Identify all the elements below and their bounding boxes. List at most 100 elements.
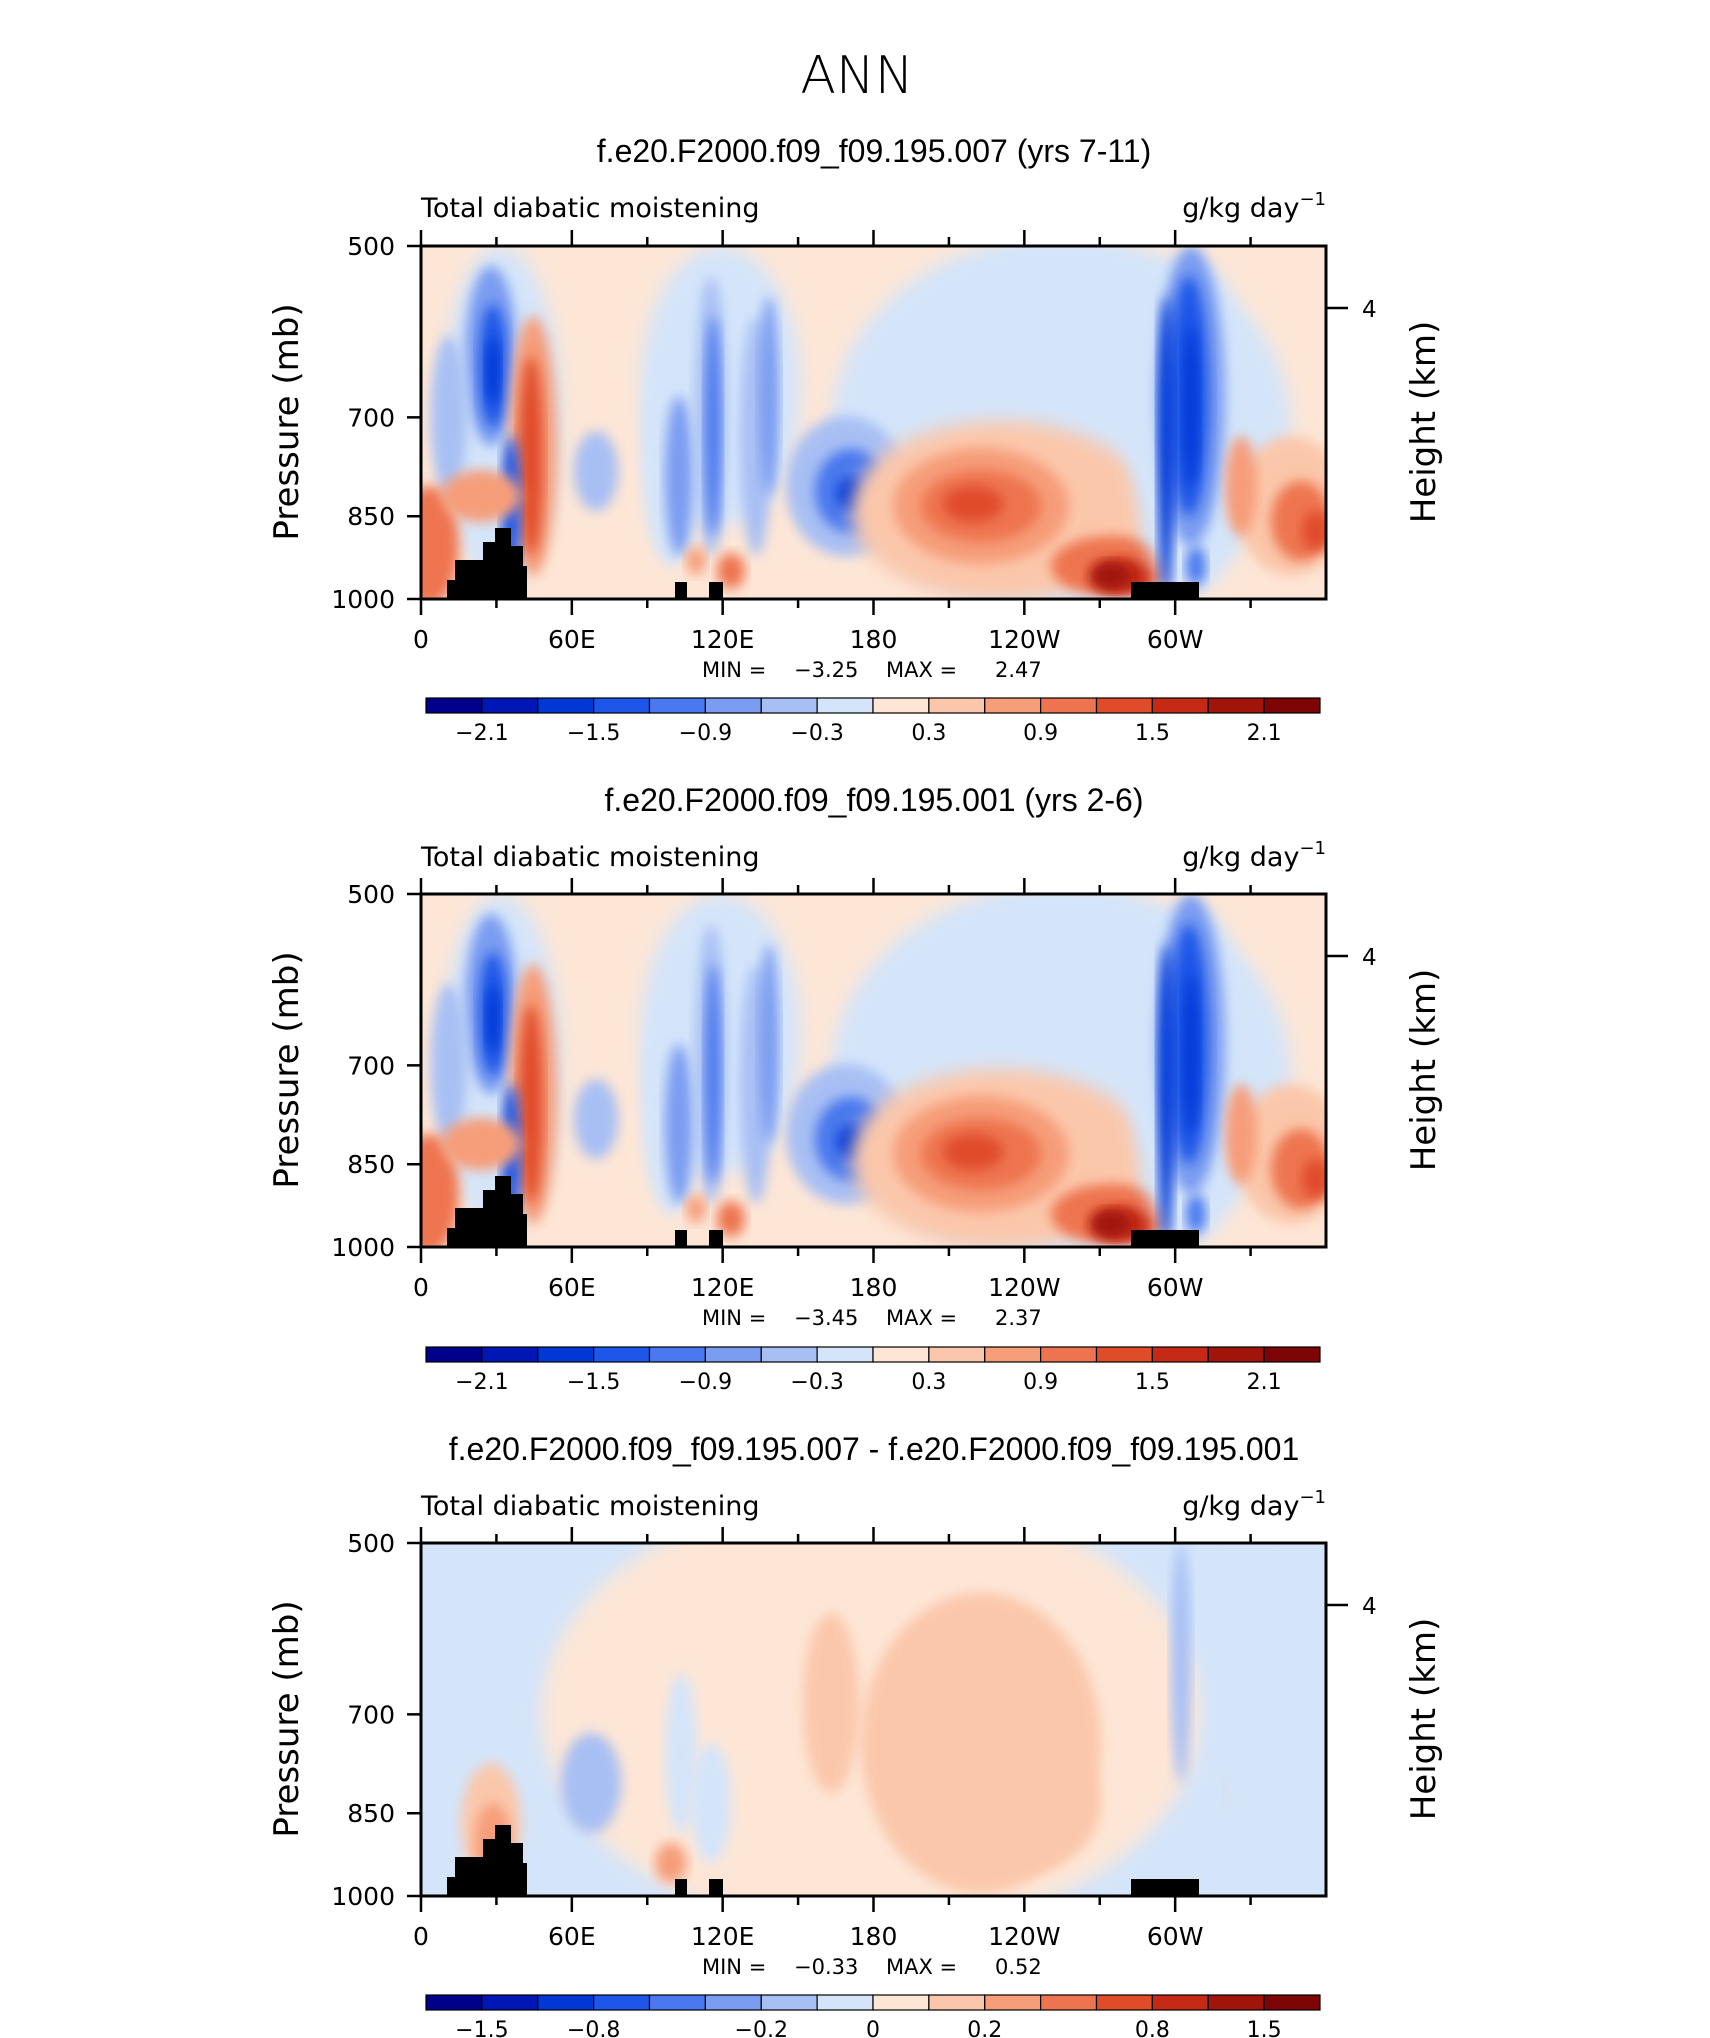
colorbar-box <box>704 697 762 714</box>
field-contour-patch <box>1091 562 1131 590</box>
field-contour-patch <box>519 1004 543 1204</box>
colorbar-label: 2.1 <box>1247 721 1282 746</box>
colorbar-box <box>872 697 930 714</box>
colorbar-label: −0.9 <box>679 1370 732 1395</box>
field-contour-patch <box>943 486 1003 522</box>
y-tick-label: 850 <box>347 502 395 531</box>
max-label: MAX = <box>886 1306 957 1330</box>
colorbar-box <box>648 1994 706 2011</box>
colorbar-box <box>760 1346 818 1363</box>
colorbar-box <box>648 697 706 714</box>
colorbar-box <box>984 1346 1042 1363</box>
x-tick-label: 60E <box>548 1922 596 1951</box>
colorbar-label: −2.1 <box>455 1370 508 1395</box>
colorbar-box <box>816 697 874 714</box>
colorbar-label: 0 <box>866 2018 880 2038</box>
colorbar-box <box>872 1346 930 1363</box>
field-contour-patch <box>431 984 467 1144</box>
right-string: g/kg day−1 <box>1182 1487 1326 1522</box>
colorbar-box <box>425 1346 483 1363</box>
left-string: Total diabatic moistening <box>420 1491 759 1522</box>
colorbar-label: 1.5 <box>1247 2018 1282 2038</box>
axes: 500 700 850 1000 4 0 60E 120E 180 120W 60W <box>331 230 1377 654</box>
colorbar-label: −0.2 <box>735 2018 788 2038</box>
min-value: −3.25 <box>794 658 858 682</box>
colorbar-box <box>1095 697 1153 714</box>
field-contour-patch <box>759 944 779 1144</box>
colorbar: −2.1 −1.5 −0.9 −0.3 0.3 0.9 1.5 2.1 <box>425 1346 1321 1395</box>
colorbar-label: 0.9 <box>1023 1370 1058 1395</box>
x-tick-label: 180 <box>850 625 898 654</box>
land-block <box>675 1879 687 1896</box>
land-block <box>495 528 511 599</box>
land-block <box>517 1214 527 1247</box>
left-string: Total diabatic moistening <box>420 193 759 224</box>
field-contour-patch <box>1302 1159 1326 1199</box>
min-value: −0.33 <box>794 1955 858 1979</box>
colorbar-box <box>1040 1994 1098 2011</box>
land-block <box>1131 582 1199 599</box>
colorbar-box <box>481 1346 539 1363</box>
field-contour-patch <box>561 1733 621 1833</box>
topography-mask <box>447 1825 1199 1896</box>
field-contour-patch <box>431 336 467 496</box>
colorbar-box <box>1207 1346 1265 1363</box>
topography-mask <box>447 528 1199 599</box>
colorbar-label: −0.9 <box>679 721 732 746</box>
colorbar-box <box>648 1346 706 1363</box>
colorbar-box <box>1040 697 1098 714</box>
max-label: MAX = <box>886 1955 957 1979</box>
x-tick-label: 120E <box>691 1922 755 1951</box>
y-tick-label: 1000 <box>331 1233 395 1262</box>
land-block <box>1131 1230 1199 1247</box>
colorbar-label: −0.3 <box>790 1370 843 1395</box>
colorbar: −2.1 −1.5 −0.9 −0.3 0.3 0.9 1.5 2.1 <box>425 697 1321 746</box>
field-contour-patch <box>574 1079 618 1159</box>
y-axis-label: Pressure (mb) <box>267 303 307 540</box>
panel-title: f.e20.F2000.f09_f09.195.007 (yrs 7-11) <box>597 133 1151 169</box>
field-contour-patch <box>705 964 721 1184</box>
colorbar-box <box>816 1346 874 1363</box>
colorbar-box <box>984 1994 1042 2011</box>
field-contour-patch <box>717 1201 745 1237</box>
colorbar-box <box>481 1994 539 2011</box>
x-tick-label: 60W <box>1147 1273 1204 1302</box>
field-contour-patch <box>486 337 500 405</box>
y-tick-label: 1000 <box>331 1882 395 1911</box>
x-tick-label: 120E <box>691 625 755 654</box>
field-contour-patch <box>705 316 721 536</box>
colorbar-box <box>872 1994 930 2011</box>
field-contour-patch <box>421 486 459 599</box>
colorbar: −1.5 −0.8 −0.2 0 0.2 0.8 1.5 <box>425 1994 1321 2038</box>
field-contour-patch <box>759 296 779 496</box>
x-tick-label: 120E <box>691 1273 755 1302</box>
min-label: MIN = <box>702 658 766 682</box>
y-tick-label: 500 <box>347 1529 395 1558</box>
x-tick-label: 60E <box>548 625 596 654</box>
min-label: MIN = <box>702 1955 766 1979</box>
field-contour-patch <box>803 1613 859 1793</box>
colorbar-box <box>1207 1994 1265 2011</box>
field-contour-patch <box>686 1195 706 1223</box>
colorbar-box <box>537 1346 595 1363</box>
colorbar-label: −1.5 <box>567 1370 620 1395</box>
field-contour-patch <box>691 1743 731 1863</box>
plot-field <box>421 246 1326 599</box>
colorbar-box <box>760 697 818 714</box>
field-contour-patch <box>1302 511 1326 551</box>
land-block <box>1131 1879 1199 1896</box>
colorbar-label: 0.9 <box>1023 721 1058 746</box>
min-value: −3.45 <box>794 1306 858 1330</box>
colorbar-box <box>1263 697 1321 714</box>
field-contour-patch <box>943 1134 1003 1170</box>
field-contour-patch <box>1158 944 1174 1244</box>
field-contour-patch <box>1186 1194 1206 1234</box>
y-axis-label: Pressure (mb) <box>267 951 307 1188</box>
panel-title: f.e20.F2000.f09_f09.195.001 (yrs 2-6) <box>604 782 1143 818</box>
field-contour-patch <box>486 985 500 1053</box>
x-tick-label: 180 <box>850 1922 898 1951</box>
land-block <box>675 1230 687 1247</box>
y-tick-label: 1000 <box>331 585 395 614</box>
colorbar-box <box>816 1994 874 2011</box>
y-right-tick-label: 4 <box>1362 1594 1377 1620</box>
